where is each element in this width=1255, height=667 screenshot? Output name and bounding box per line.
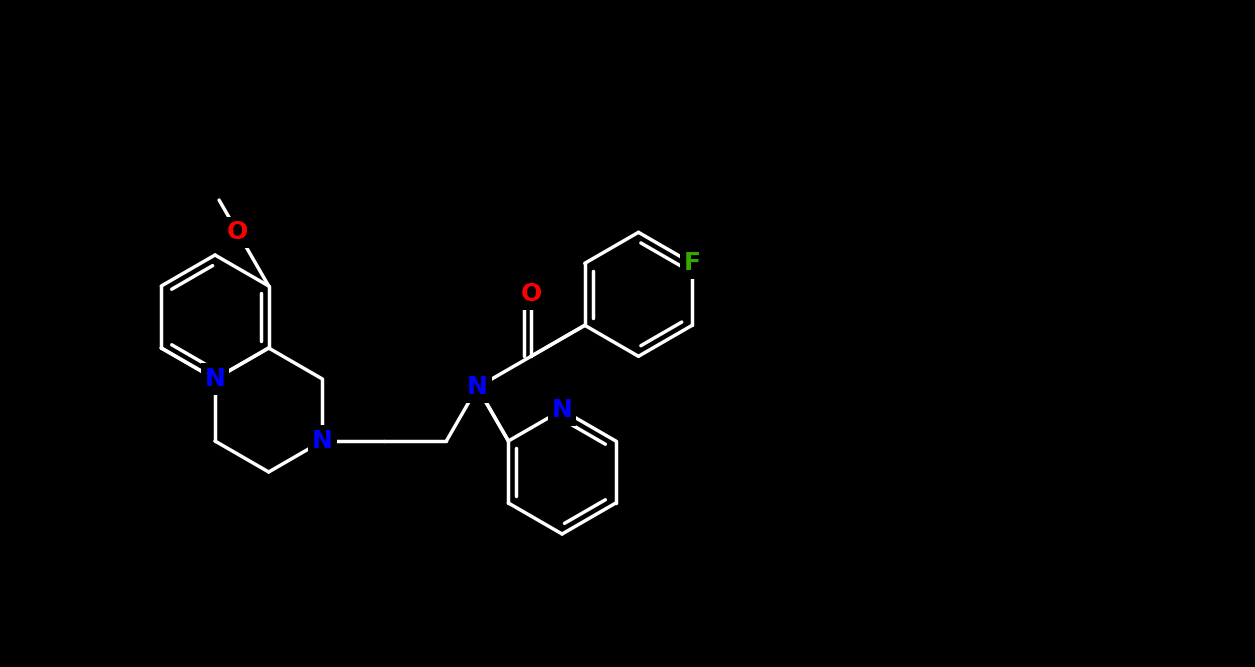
Text: N: N [205, 367, 226, 391]
Text: O: O [521, 282, 542, 306]
Text: N: N [467, 376, 488, 400]
Text: N: N [552, 398, 572, 422]
Text: F: F [684, 251, 700, 275]
Text: O: O [227, 220, 248, 244]
Text: N: N [205, 367, 226, 391]
Text: O: O [227, 220, 248, 244]
Text: N: N [552, 398, 572, 422]
Text: N: N [467, 376, 488, 400]
Text: F: F [684, 251, 700, 275]
Text: N: N [312, 429, 333, 453]
Text: N: N [205, 367, 226, 391]
Text: O: O [521, 282, 542, 306]
Text: N: N [312, 429, 333, 453]
